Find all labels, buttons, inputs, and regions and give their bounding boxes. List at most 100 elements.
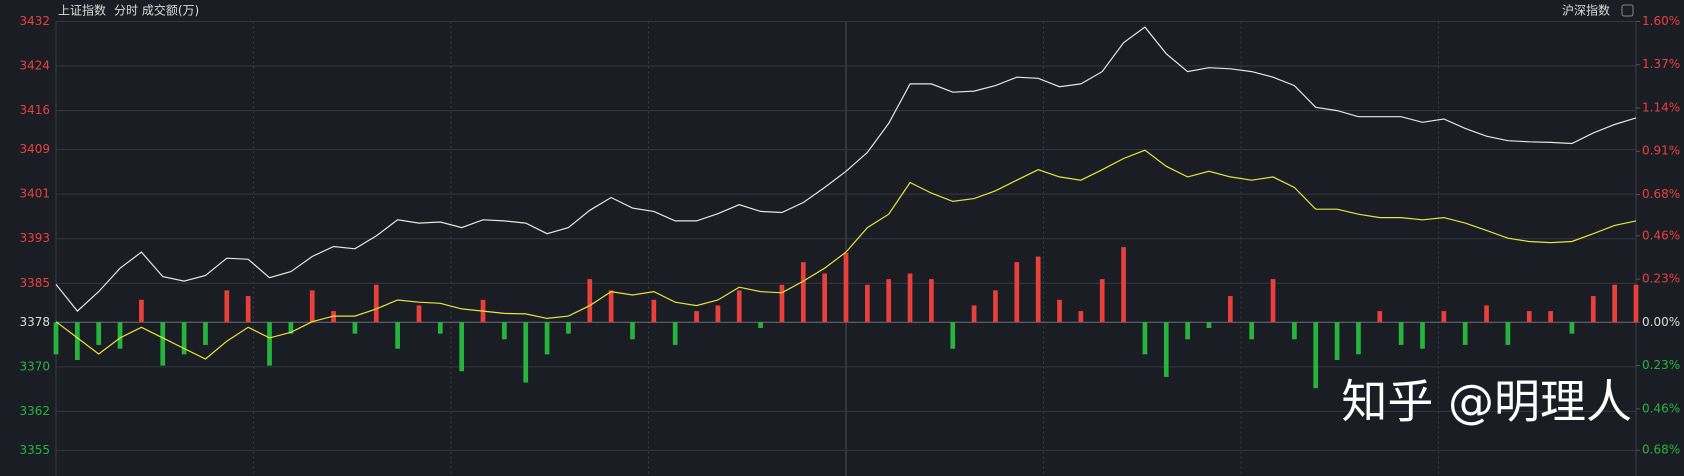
updown-bar: [736, 290, 742, 323]
updown-bar: [1121, 247, 1126, 323]
updown-bar: [1099, 279, 1105, 323]
updown-bar: [53, 322, 59, 355]
updown-bar: [1420, 322, 1425, 349]
y-tick-label: 3409: [19, 142, 50, 156]
y2-tick-label: 0.91%: [1642, 144, 1680, 158]
updown-bar: [395, 322, 400, 349]
y2-tick-label: 1.14%: [1642, 100, 1680, 114]
updown-bar: [800, 262, 806, 323]
updown-bar: [993, 290, 998, 323]
updown-bar: [160, 322, 166, 366]
y2-tick-label: 0.23%: [1642, 272, 1680, 286]
updown-bar: [459, 322, 465, 372]
y-tick-label: 3378: [19, 315, 50, 329]
updown-bar: [1377, 311, 1383, 323]
y-tick-label: 3432: [19, 14, 50, 28]
y-tick-label: 3385: [19, 276, 50, 290]
updown-bar: [1569, 322, 1575, 334]
tab-icon[interactable]: [1621, 4, 1634, 17]
updown-bar: [1035, 256, 1041, 323]
chart-title: 上证指数: [58, 3, 106, 18]
updown-bar: [1227, 296, 1233, 323]
y2-tick-label: 0.23%: [1642, 358, 1680, 372]
updown-bar: [288, 322, 294, 334]
updown-bar: [1014, 262, 1020, 323]
updown-bar: [950, 322, 956, 349]
updown-bar: [566, 322, 571, 334]
updown-bar: [1462, 322, 1468, 345]
y2-tick-label: 1.37%: [1642, 57, 1680, 71]
y-tick-label: 3416: [19, 103, 50, 117]
updown-bar: [1356, 322, 1361, 355]
updown-bar: [1163, 322, 1169, 377]
updown-bar: [544, 322, 550, 355]
updown-bar: [1313, 322, 1319, 389]
updown-bar: [373, 284, 379, 323]
updown-bar: [1505, 322, 1511, 345]
y-tick-label: 3370: [19, 359, 50, 373]
updown-bar: [630, 322, 635, 340]
updown-bar: [587, 279, 593, 323]
updown-bar: [1078, 311, 1084, 323]
updown-bar: [139, 299, 144, 323]
updown-bar: [1334, 322, 1340, 360]
chart-subtitle: 分时 成交额(万): [114, 3, 199, 18]
updown-bar: [1206, 322, 1212, 329]
updown-bar: [1548, 311, 1553, 323]
updown-bar: [886, 279, 892, 323]
y2-tick-label: 1.60%: [1642, 14, 1680, 28]
updown-bar: [523, 322, 529, 383]
updown-bar: [245, 296, 251, 323]
updown-bar: [758, 322, 763, 329]
y-tick-label: 3393: [19, 231, 50, 245]
updown-bar: [608, 290, 614, 323]
updown-bar: [907, 273, 913, 323]
y2-tick-label: 0.68%: [1642, 187, 1680, 201]
updown-bar: [1249, 322, 1255, 340]
updown-bar: [1142, 322, 1148, 355]
y-tick-label: 3424: [19, 59, 50, 73]
watermark: 知乎 @明理人: [1341, 375, 1632, 429]
y-tick-label: 3355: [19, 443, 50, 457]
updown-bar: [779, 284, 785, 323]
updown-bar: [1526, 311, 1532, 323]
updown-bar: [309, 290, 315, 323]
updown-bar: [181, 322, 187, 355]
y2-tick-label: 0.68%: [1642, 443, 1680, 457]
updown-bar: [416, 305, 422, 323]
updown-bar: [1441, 311, 1447, 323]
updown-bar: [224, 290, 230, 323]
y2-tick-label: 0.46%: [1642, 401, 1680, 415]
updown-bar: [1398, 322, 1404, 345]
y-tick-label: 3401: [19, 187, 50, 201]
price-line: [55, 26, 1637, 312]
updown-bar: [96, 322, 102, 345]
updown-bar: [1484, 305, 1489, 323]
updown-bar: [715, 305, 721, 323]
updown-bar: [694, 311, 699, 323]
updown-bar: [502, 322, 507, 340]
updown-bar: [437, 322, 443, 334]
updown-bar: [1590, 296, 1596, 323]
updown-bar: [929, 279, 934, 323]
price-line: [55, 149, 1637, 360]
updown-bar: [1292, 322, 1297, 340]
updown-bar: [1633, 284, 1639, 323]
updown-bar: [203, 322, 208, 345]
updown-bar: [843, 252, 849, 323]
updown-bar: [651, 299, 657, 323]
updown-bar: [822, 273, 827, 323]
updown-bar: [672, 322, 678, 345]
updown-bar: [352, 322, 358, 334]
updown-bar: [1185, 322, 1190, 340]
y2-tick-label: 0.46%: [1642, 228, 1680, 242]
updown-bar: [971, 305, 977, 323]
updown-bar: [1270, 279, 1276, 323]
updown-bar: [1612, 284, 1617, 323]
y2-tick-label: 0.00%: [1642, 315, 1680, 329]
index-tab[interactable]: 沪深指数: [1562, 3, 1610, 18]
y-tick-label: 3362: [19, 404, 50, 418]
